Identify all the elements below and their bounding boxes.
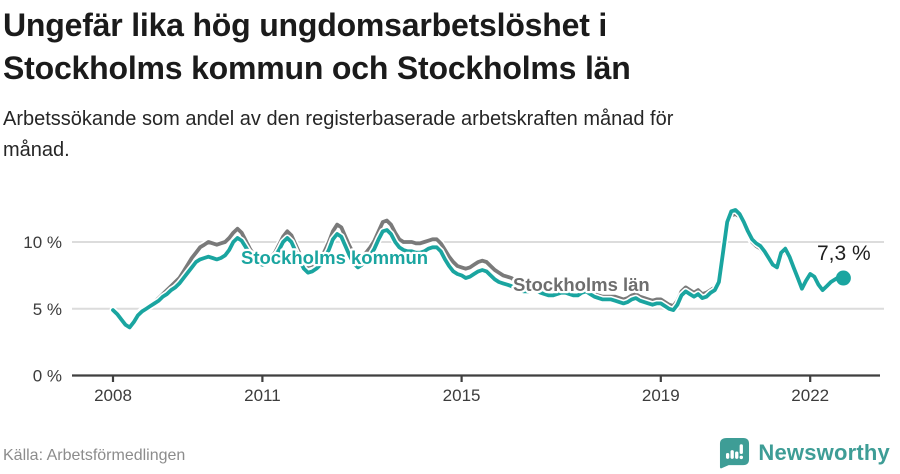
x-tick-label-2008: 2008 <box>94 386 132 405</box>
title-line-2: Stockholms kommun och Stockholms län <box>3 50 631 86</box>
title-line-1: Ungefär lika hög ungdomsarbetslöshet i <box>3 7 608 43</box>
y-tick-label-5: 5 % <box>33 300 62 319</box>
y-tick-label-10: 10 % <box>23 233 62 252</box>
series-casing <box>109 206 847 331</box>
page-title: Ungefär lika hög ungdomsarbetslöshet i S… <box>3 4 897 90</box>
line-chart-canvas: 2008 2011 2015 2019 2022 0 % 5 % 10 % Stockholms… <box>23 206 884 405</box>
latest-value-dot <box>835 270 851 286</box>
x-tick-label-2022: 2022 <box>791 386 829 405</box>
y-tick-label-0: 0 % <box>33 367 62 386</box>
x-tick-label-2011: 2011 <box>244 386 281 405</box>
series-line-kommun <box>111 208 846 330</box>
newsworthy-bubble-chart-icon <box>720 437 750 469</box>
x-tick-label-2015: 2015 <box>443 386 481 405</box>
subtitle-line-2: månad. <box>3 139 70 161</box>
series-label-kommun: Stockholms kommun <box>241 247 428 268</box>
chart-header: Ungefär lika hög ungdomsarbetslöshet i S… <box>3 4 897 166</box>
x-tick-label-2019: 2019 <box>642 386 680 405</box>
line-chart: 2008 2011 2015 2019 2022 0 % 5 % 10 % Stockholms… <box>0 198 900 416</box>
newsworthy-wordmark: Newsworthy <box>758 440 890 465</box>
source-note: Källa: Arbetsförmedlingen <box>3 447 186 464</box>
chart-subtitle: Arbetssökande som andel av den registerb… <box>3 104 897 166</box>
series-label-lan: Stockholms län <box>513 274 650 295</box>
subtitle-line-1: Arbetssökande som andel av den registerb… <box>3 108 674 130</box>
latest-value-annotation: 7,3 % <box>817 242 871 265</box>
newsworthy-logo: Newsworthy <box>719 437 890 469</box>
